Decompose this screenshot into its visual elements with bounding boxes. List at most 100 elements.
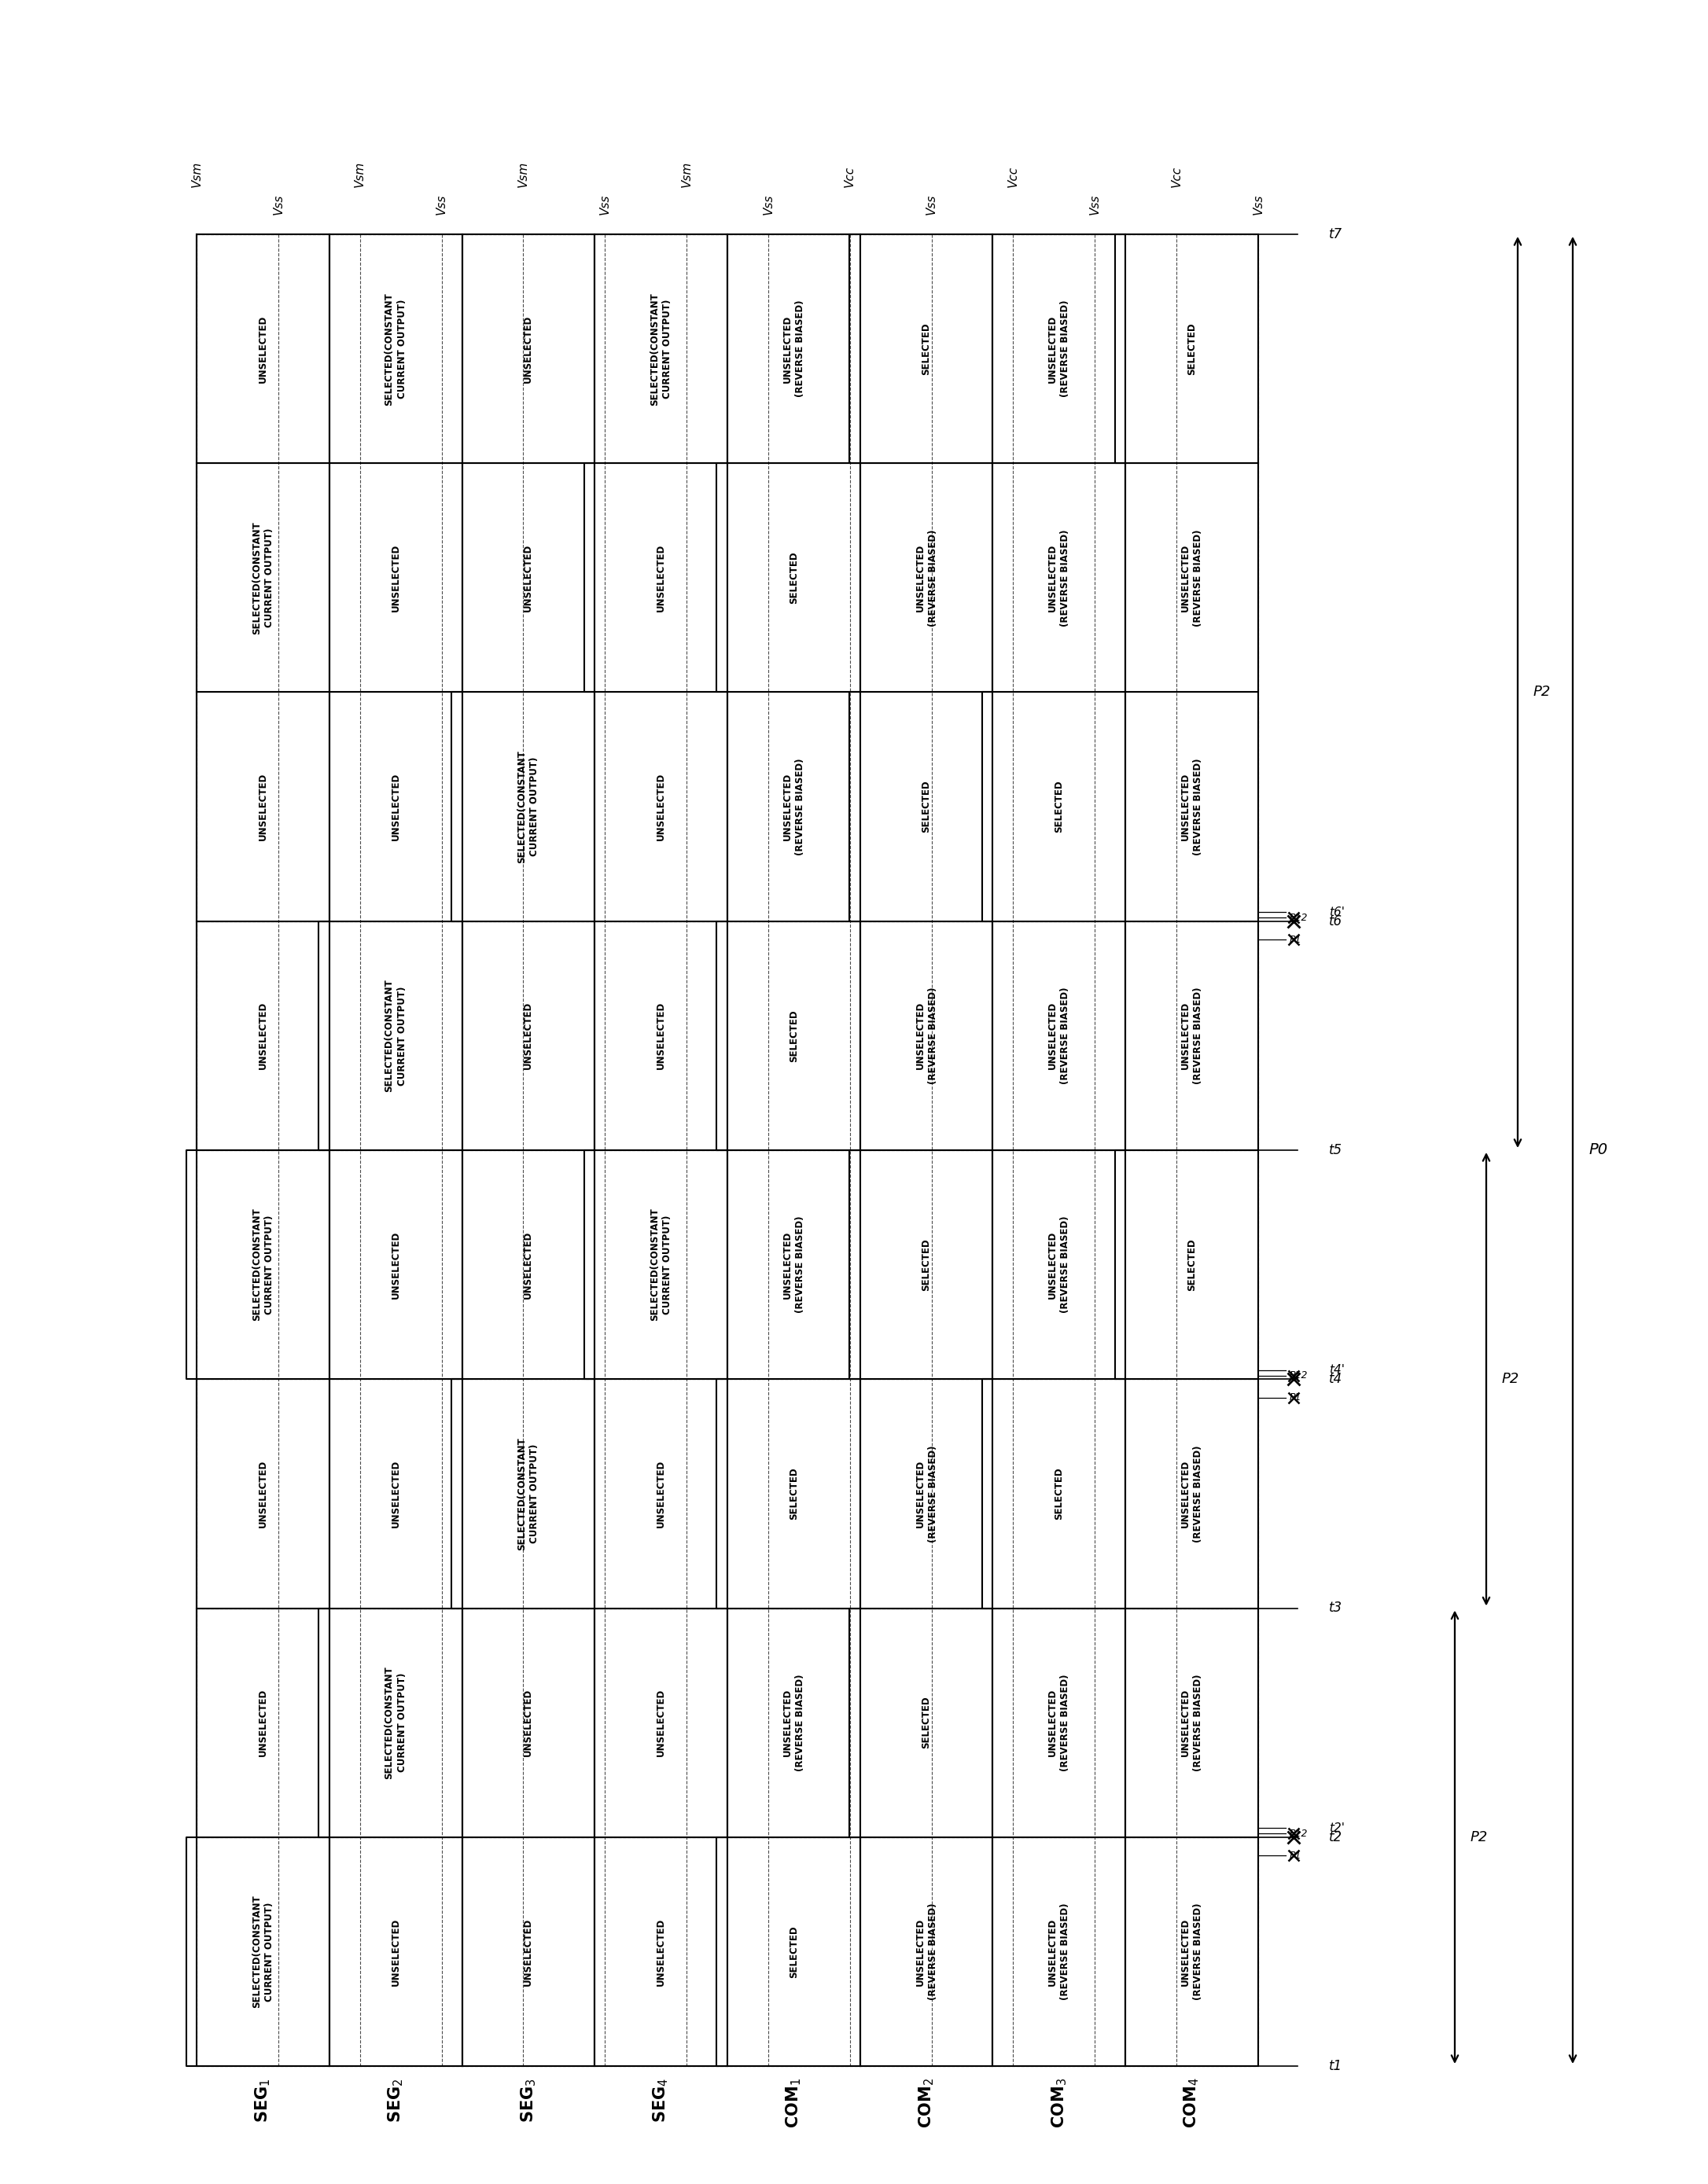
Text: UNSELECTED
(REVERSE BIASED): UNSELECTED (REVERSE BIASED) <box>1047 987 1071 1083</box>
Text: UNSELECTED
(REVERSE BIASED): UNSELECTED (REVERSE BIASED) <box>1180 987 1202 1083</box>
Text: t4': t4' <box>1329 1365 1344 1376</box>
Bar <box>992 1607 1126 1837</box>
Text: UNSELECTED: UNSELECTED <box>258 1688 268 1756</box>
Bar <box>461 1378 594 1607</box>
Text: UNSELECTED
(REVERSE BIASED): UNSELECTED (REVERSE BIASED) <box>915 1902 938 2001</box>
Text: t2: t2 <box>1329 1830 1342 1843</box>
Text: Vss: Vss <box>436 194 447 214</box>
Bar <box>196 922 330 1151</box>
Bar <box>992 922 1126 1151</box>
Text: Vss: Vss <box>600 194 611 214</box>
Bar <box>196 1378 330 1607</box>
Bar <box>330 922 461 1151</box>
Bar <box>594 1378 728 1607</box>
Text: UNSELECTED
(REVERSE BIASED): UNSELECTED (REVERSE BIASED) <box>782 1675 804 1771</box>
Bar <box>861 1151 992 1378</box>
Text: SELECTED(CONSTANT
CURRENT OUTPUT): SELECTED(CONSTANT CURRENT OUTPUT) <box>649 293 673 406</box>
Text: UNSELECTED
(REVERSE BIASED): UNSELECTED (REVERSE BIASED) <box>1180 529 1202 627</box>
Bar <box>330 463 461 692</box>
Bar <box>1126 1607 1259 1837</box>
Text: Vss: Vss <box>1090 194 1100 214</box>
Text: UNSELECTED
(REVERSE BIASED): UNSELECTED (REVERSE BIASED) <box>1180 758 1202 856</box>
Bar <box>728 234 861 463</box>
Text: UNSELECTED
(REVERSE BIASED): UNSELECTED (REVERSE BIASED) <box>782 299 804 397</box>
Bar <box>861 692 992 922</box>
Text: UNSELECTED: UNSELECTED <box>258 1002 268 1070</box>
Text: P0: P0 <box>1588 1142 1607 1158</box>
Bar <box>728 463 861 692</box>
Bar <box>461 463 594 692</box>
Bar <box>992 1837 1126 2066</box>
Bar <box>861 463 992 692</box>
Text: UNSELECTED: UNSELECTED <box>523 544 533 612</box>
Bar <box>992 463 1126 692</box>
Text: P1: P1 <box>1290 935 1301 946</box>
Text: t5: t5 <box>1329 1142 1342 1158</box>
Text: t6': t6' <box>1329 906 1344 917</box>
Text: UNSELECTED: UNSELECTED <box>523 1918 533 1985</box>
Text: P2: P2 <box>1534 686 1551 699</box>
Text: SELECTED(CONSTANT
CURRENT OUTPUT): SELECTED(CONSTANT CURRENT OUTPUT) <box>384 293 407 406</box>
Bar <box>594 1151 728 1378</box>
Bar <box>461 234 594 463</box>
Bar <box>461 1607 594 1837</box>
Bar <box>594 1837 728 2066</box>
Text: t3: t3 <box>1329 1601 1342 1616</box>
Text: UNSELECTED: UNSELECTED <box>656 1459 666 1527</box>
Bar <box>330 692 461 922</box>
Text: SELECTED: SELECTED <box>921 1238 931 1291</box>
Text: SEG$_4$: SEG$_4$ <box>652 2077 670 2123</box>
Text: Vss: Vss <box>762 194 774 214</box>
Text: UNSELECTED: UNSELECTED <box>656 773 666 841</box>
Bar <box>461 1151 594 1378</box>
Bar <box>728 1151 861 1378</box>
Bar <box>861 1607 992 1837</box>
Bar <box>196 1151 330 1378</box>
Text: UNSELECTED
(REVERSE BIASED): UNSELECTED (REVERSE BIASED) <box>915 529 938 627</box>
Text: SEG$_3$: SEG$_3$ <box>519 2077 538 2123</box>
Text: UNSELECTED: UNSELECTED <box>656 1918 666 1985</box>
Text: t1: t1 <box>1329 2060 1342 2073</box>
Text: SELECTED: SELECTED <box>921 323 931 376</box>
Text: UNSELECTED
(REVERSE BIASED): UNSELECTED (REVERSE BIASED) <box>782 1216 804 1313</box>
Text: COM$_3$: COM$_3$ <box>1050 2077 1069 2127</box>
Text: Vsm: Vsm <box>191 162 203 188</box>
Text: P12: P12 <box>1290 913 1308 922</box>
Text: Vsm: Vsm <box>354 162 366 188</box>
Bar <box>992 234 1126 463</box>
Text: UNSELECTED: UNSELECTED <box>523 1232 533 1299</box>
Text: UNSELECTED: UNSELECTED <box>656 1688 666 1756</box>
Text: UNSELECTED: UNSELECTED <box>523 1688 533 1756</box>
Text: UNSELECTED
(REVERSE BIASED): UNSELECTED (REVERSE BIASED) <box>915 987 938 1083</box>
Bar <box>196 692 330 922</box>
Text: P1: P1 <box>1290 1850 1301 1861</box>
Bar <box>594 463 728 692</box>
Text: Vsm: Vsm <box>518 162 529 188</box>
Bar <box>594 692 728 922</box>
Text: UNSELECTED
(REVERSE BIASED): UNSELECTED (REVERSE BIASED) <box>1180 1675 1202 1771</box>
Text: SELECTED: SELECTED <box>789 1926 799 1979</box>
Text: UNSELECTED: UNSELECTED <box>258 1459 268 1527</box>
Bar <box>728 1378 861 1607</box>
Text: UNSELECTED: UNSELECTED <box>258 314 268 382</box>
Text: UNSELECTED
(REVERSE BIASED): UNSELECTED (REVERSE BIASED) <box>1047 1216 1071 1313</box>
Bar <box>330 1151 461 1378</box>
Text: UNSELECTED
(REVERSE BIASED): UNSELECTED (REVERSE BIASED) <box>1180 1446 1202 1542</box>
Bar <box>461 692 594 922</box>
Bar <box>330 1378 461 1607</box>
Text: SELECTED: SELECTED <box>1054 1468 1064 1520</box>
Bar <box>1126 922 1259 1151</box>
Bar <box>461 1837 594 2066</box>
Bar <box>861 234 992 463</box>
Text: t2': t2' <box>1329 1821 1344 1835</box>
Bar <box>196 234 330 463</box>
Text: Vcc: Vcc <box>1008 166 1020 188</box>
Text: COM$_2$: COM$_2$ <box>917 2077 936 2127</box>
Text: UNSELECTED
(REVERSE BIASED): UNSELECTED (REVERSE BIASED) <box>1047 529 1071 627</box>
Text: UNSELECTED: UNSELECTED <box>656 1002 666 1070</box>
Text: SELECTED(CONSTANT
CURRENT OUTPUT): SELECTED(CONSTANT CURRENT OUTPUT) <box>518 1437 540 1551</box>
Text: SEG$_2$: SEG$_2$ <box>386 2077 405 2123</box>
Text: UNSELECTED
(REVERSE BIASED): UNSELECTED (REVERSE BIASED) <box>1047 1675 1071 1771</box>
Bar <box>196 1837 330 2066</box>
Text: SELECTED(CONSTANT
CURRENT OUTPUT): SELECTED(CONSTANT CURRENT OUTPUT) <box>518 751 540 863</box>
